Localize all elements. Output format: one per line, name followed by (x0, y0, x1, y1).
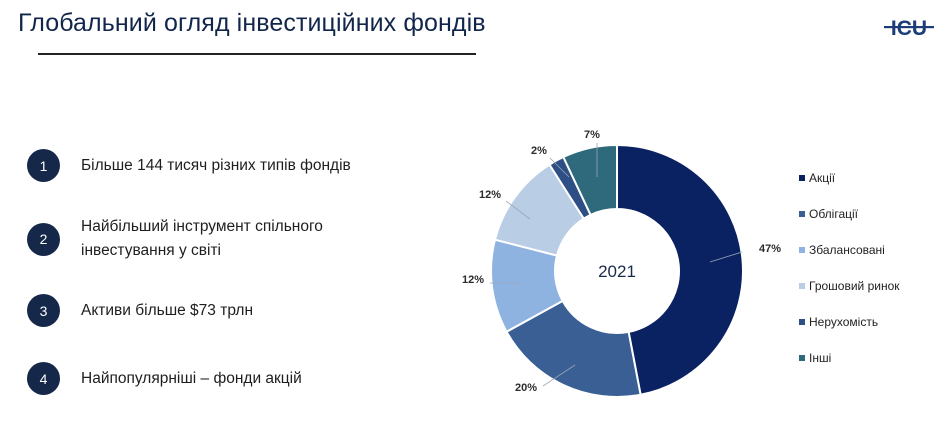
number-badge-4: 4 (27, 362, 60, 395)
legend-swatch-money-market (799, 283, 805, 289)
leader-line-money-market (505, 200, 531, 220)
key-point-2-line-1: Найбільший інструмент спільного (81, 218, 323, 235)
legend-swatch-real-estate (799, 319, 805, 325)
donut-slice-bonds (505, 299, 642, 398)
legend-swatch-other (799, 355, 805, 361)
legend-label-other: Інші (809, 351, 832, 365)
donut-slice-money-market (493, 163, 586, 257)
donut-slice-other (562, 143, 618, 217)
logo-text: ICU (891, 17, 927, 38)
number-badge-3: 3 (27, 294, 60, 327)
legend-item-stocks: Акції (799, 171, 835, 185)
legend-item-other: Інші (799, 351, 831, 365)
key-point-2-line-2: інвестування у світі (81, 242, 221, 259)
data-label-money-market: 12% (479, 189, 501, 201)
data-label-real-estate: 2% (531, 145, 547, 157)
legend-item-balanced: Збалансовані (799, 243, 885, 257)
title-underline (38, 53, 476, 55)
legend-item-bonds: Облігації (799, 207, 858, 221)
icu-logo: ICU (884, 17, 934, 38)
key-point-1: 1 Більше 144 тисяч різних типів фондів (27, 149, 351, 182)
legend-label-balanced: Збалансовані (809, 243, 885, 257)
data-label-stocks: 47% (759, 243, 781, 255)
legend-swatch-bonds (799, 211, 805, 217)
key-point-text-4: Найпопулярніші – фонди акцій (81, 367, 302, 391)
key-point-1-line: Більше 144 тисяч різних типів фондів (81, 156, 351, 174)
legend-label-money-market: Грошовий ринок (809, 279, 900, 293)
legend-swatch-stocks (799, 175, 805, 181)
donut-slice-balanced (490, 238, 565, 334)
donut-slice-stocks (616, 143, 744, 396)
key-point-3-line: Активи більше $73 трлн (81, 301, 254, 319)
legend-label-real-estate: Нерухомість (809, 315, 879, 329)
legend-item-money-market: Грошовий ринок (799, 279, 900, 293)
key-point-text-2: Найбільший інструмент спільного інвестув… (81, 215, 323, 263)
key-point-text-1: Більше 144 тисяч різних типів фондів (81, 154, 351, 178)
leader-line-real-estate (549, 157, 570, 178)
leader-line-bonds (542, 364, 576, 387)
slide-title: Глобальний огляд інвестиційних фондів (18, 9, 486, 37)
legend-label-bonds: Облігації (809, 207, 858, 221)
key-point-4-line: Найпопулярніші – фонди акцій (81, 369, 302, 387)
legend-item-real-estate: Нерухомість (799, 315, 878, 329)
donut-slice-real-estate (548, 155, 592, 221)
number-badge-1: 1 (27, 149, 60, 182)
legend-swatch-balanced (799, 247, 805, 253)
number-badge-2: 2 (27, 222, 60, 256)
key-point-text-3: Активи більше $73 трлн (81, 299, 253, 323)
data-label-other: 7% (584, 129, 600, 141)
key-point-4: 4 Найпопулярніші – фонди акцій (27, 362, 302, 395)
legend-label-stocks: Акції (809, 171, 836, 185)
leader-line-stocks (709, 251, 743, 263)
key-point-2: 2 Найбільший інструмент спільного інвест… (27, 215, 323, 263)
data-label-bonds: 20% (515, 382, 537, 394)
data-label-balanced: 12% (462, 274, 484, 286)
center-label: 2021 (598, 262, 636, 281)
key-point-3: 3 Активи більше $73 трлн (27, 294, 253, 327)
